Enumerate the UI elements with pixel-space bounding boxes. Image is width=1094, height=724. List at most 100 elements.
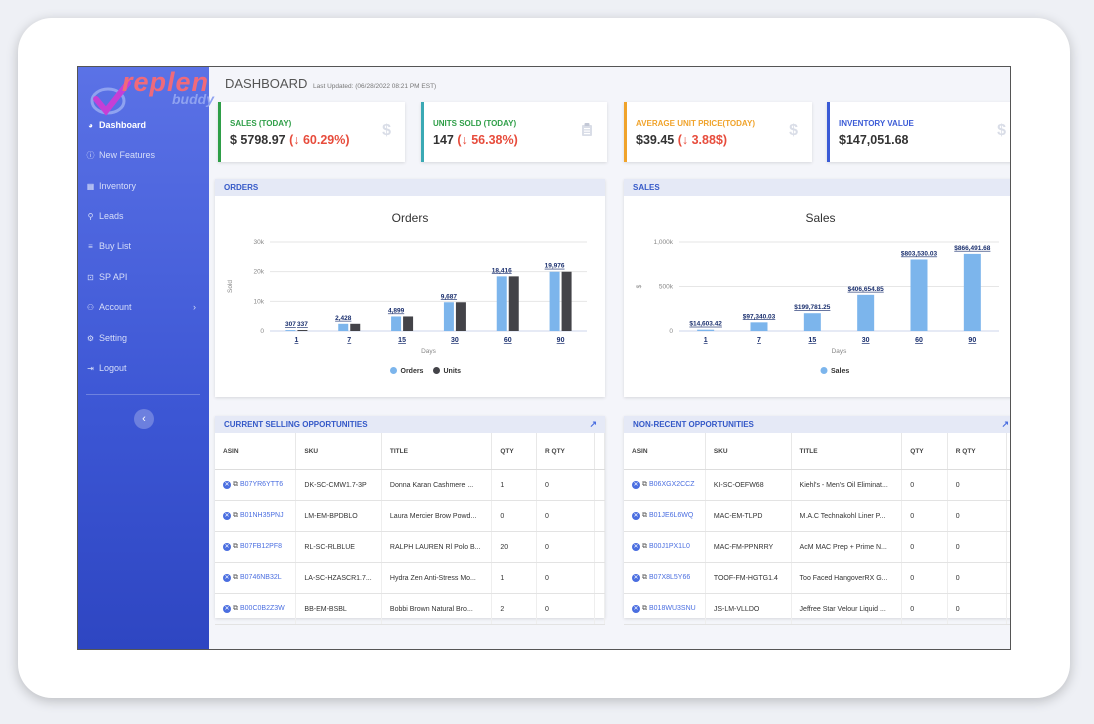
current-col-title[interactable]: TITLE xyxy=(381,433,493,470)
external-link-icon[interactable]: ↗ xyxy=(589,419,597,429)
table-row[interactable]: ✕ ⧉ B06XGX2CCZ KI-SC-OEFW68 Kiehl's - Men's … xyxy=(624,469,1010,501)
sidebar-item-logout[interactable]: ⇥ Logout xyxy=(86,357,206,379)
y-tick-label: 0 xyxy=(669,328,673,335)
qty-cell: 1 xyxy=(491,469,538,501)
orders-chart: Orders 0 10k 20k 30k Sold 1 307 337 7 2,428 15 4,899… xyxy=(227,211,587,375)
logo-subtext: buddy xyxy=(172,91,214,107)
legend-marker xyxy=(820,367,828,374)
kpi-change: (↓ 56.38%) xyxy=(457,133,518,147)
copy-icon[interactable]: ⧉ xyxy=(642,543,647,550)
asin-link[interactable]: B07YR6YTT6 xyxy=(240,481,284,488)
copy-icon[interactable]: ⧉ xyxy=(233,481,238,488)
asin-cell[interactable]: ✕ ⧉ B018WU3SNU xyxy=(624,593,706,625)
asin-cell[interactable]: ✕ ⧉ B00C0B2Z3W xyxy=(215,593,297,625)
copy-icon[interactable]: ⧉ xyxy=(642,605,647,612)
cart-icon: ≡ xyxy=(88,241,93,251)
chevron-right-icon: › xyxy=(193,302,196,312)
sidebar-item-inventory[interactable]: ▦ Inventory xyxy=(86,175,206,197)
asin-link[interactable]: B07FB12PF8 xyxy=(240,543,283,550)
copy-icon[interactable]: ⧉ xyxy=(642,481,647,488)
sku-cell: TOOF-FM-HGTG1.4 xyxy=(705,562,792,594)
remove-icon[interactable]: ✕ xyxy=(223,543,231,551)
x-axis-label: Days xyxy=(832,348,848,355)
table-row[interactable]: ✕ ⧉ B0746NB32L LA-SC-HZASCR1.7... Hydra Zen … xyxy=(215,562,605,594)
r-qty-cell: 0 xyxy=(536,500,595,532)
qty-cell: 0 xyxy=(901,531,948,563)
asin-cell[interactable]: ✕ ⧉ B00J1PX1L0 xyxy=(624,531,706,563)
kpi-value: $39.45 (↓ 3.88$) xyxy=(636,133,727,147)
sidebar-item-sp-api[interactable]: ⊡ SP API xyxy=(86,266,206,288)
nonrecent-col-qty[interactable]: QTY xyxy=(901,433,948,470)
non-recent-opportunities-table: ASIN SKU TITLE QTY R QTY ✕ ⧉ B06XGX2CCZ KI-SC-O… xyxy=(624,433,1010,625)
current-col-sku[interactable]: SKU xyxy=(295,433,382,470)
asin-cell[interactable]: ✕ ⧉ B06XGX2CCZ xyxy=(624,469,706,501)
asin-link[interactable]: B07X8L5Y66 xyxy=(649,574,691,581)
asin-cell[interactable]: ✕ ⧉ B07FB12PF8 xyxy=(215,531,297,563)
asin-link[interactable]: B01NH35PNJ xyxy=(240,512,284,519)
sidebar-item-new-features[interactable]: ⓘ New Features xyxy=(86,144,206,166)
remove-icon[interactable]: ✕ xyxy=(223,481,231,489)
asin-link[interactable]: B018WU3SNU xyxy=(649,605,696,612)
table-row[interactable]: ✕ ⧉ B07FB12PF8 RL-SC-RLBLUE RALPH LAUREN Rl … xyxy=(215,531,605,563)
table-row[interactable]: ✕ ⧉ B07YR6YTT6 DK-SC-CMW1.7-3P Donna Karan C… xyxy=(215,469,605,501)
asin-link[interactable]: B01JE6L6WQ xyxy=(649,512,694,519)
collapse-sidebar-button[interactable]: ‹ xyxy=(134,409,154,429)
asin-link[interactable]: B06XGX2CCZ xyxy=(649,481,695,488)
kpi-label: INVENTORY VALUE xyxy=(839,119,914,128)
table-row[interactable]: ✕ ⧉ B00J1PX1L0 MAC-FM-PPNRRY AcM MAC Prep + … xyxy=(624,531,1010,563)
asin-link[interactable]: B0746NB32L xyxy=(240,574,282,581)
table-row[interactable]: ✕ ⧉ B01NH35PNJ LM-EM-BPDBLO Laura Mercier Br… xyxy=(215,500,605,532)
kpi-units-sold-today: UNITS SOLD (TODAY) 147 (↓ 56.38%) xyxy=(421,102,607,162)
sidebar-item-leads[interactable]: ⚲ Leads xyxy=(86,205,206,227)
remove-icon[interactable]: ✕ xyxy=(632,512,640,520)
remove-icon[interactable]: ✕ xyxy=(223,605,231,613)
remove-icon[interactable]: ✕ xyxy=(632,574,640,582)
sidebar-item-buy-list[interactable]: ≡ Buy List xyxy=(86,235,206,257)
copy-icon[interactable]: ⧉ xyxy=(233,543,238,550)
qty-cell: 0 xyxy=(901,562,948,594)
spacer-cell xyxy=(594,562,605,594)
asin-cell[interactable]: ✕ ⧉ B07YR6YTT6 xyxy=(215,469,297,501)
remove-icon[interactable]: ✕ xyxy=(632,605,640,613)
nonrecent-col-asin[interactable]: ASIN xyxy=(624,433,706,470)
table-row[interactable]: ✕ ⧉ B01JE6L6WQ MAC-EM-TLPD M.A.C Technakohl … xyxy=(624,500,1010,532)
current-col-asin[interactable]: ASIN xyxy=(215,433,297,470)
copy-icon[interactable]: ⧉ xyxy=(642,574,647,581)
asin-cell[interactable]: ✕ ⧉ B0746NB32L xyxy=(215,562,297,594)
copy-icon[interactable]: ⧉ xyxy=(233,574,238,581)
sidebar-item-account[interactable]: ⚇ Account › xyxy=(86,296,206,318)
remove-icon[interactable]: ✕ xyxy=(223,512,231,520)
copy-icon[interactable]: ⧉ xyxy=(233,605,238,612)
table-row[interactable]: ✕ ⧉ B018WU3SNU JS-LM-VLLDO Jeffree Star Velo… xyxy=(624,593,1010,625)
page-title-text: DASHBOARD xyxy=(225,76,308,91)
asin-cell[interactable]: ✕ ⧉ B01NH35PNJ xyxy=(215,500,297,532)
kpi-amount: $ 5798.97 xyxy=(230,133,286,147)
nonrecent-col-title[interactable]: TITLE xyxy=(791,433,903,470)
table-row[interactable]: ✕ ⧉ B00C0B2Z3W BB-EM-BSBL Bobbi Brown Natura… xyxy=(215,593,605,625)
bar-units xyxy=(561,271,572,331)
x-axis-label: Days xyxy=(421,348,437,355)
remove-icon[interactable]: ✕ xyxy=(632,481,640,489)
copy-icon[interactable]: ⧉ xyxy=(233,512,238,519)
kpi-label: AVERAGE UNIT PRICE(TODAY) xyxy=(636,119,755,128)
copy-icon[interactable]: ⧉ xyxy=(642,512,647,519)
nonrecent-col-sku[interactable]: SKU xyxy=(705,433,792,470)
asin-link[interactable]: B00J1PX1L0 xyxy=(649,543,690,550)
current-col-r-qty[interactable]: R QTY xyxy=(536,433,595,470)
sidebar-item-dashboard[interactable]: ◕ Dashboard xyxy=(86,114,206,136)
remove-icon[interactable]: ✕ xyxy=(632,543,640,551)
sidebar-item-setting[interactable]: ⚙ Setting xyxy=(86,327,206,349)
remove-icon[interactable]: ✕ xyxy=(223,574,231,582)
logo-text: replen xyxy=(122,67,210,97)
asin-link[interactable]: B00C0B2Z3W xyxy=(240,605,285,612)
asin-cell[interactable]: ✕ ⧉ B07X8L5Y66 xyxy=(624,562,706,594)
table-row[interactable]: ✕ ⧉ B07X8L5Y66 TOOF-FM-HGTG1.4 Too Faced Han… xyxy=(624,562,1010,594)
x-tick-label: 7 xyxy=(757,337,761,344)
asin-cell[interactable]: ✕ ⧉ B01JE6L6WQ xyxy=(624,500,706,532)
qty-cell: 0 xyxy=(901,593,948,625)
current-col-qty[interactable]: QTY xyxy=(491,433,538,470)
nonrecent-col-r-qty[interactable]: R QTY xyxy=(947,433,1008,470)
brand-logo[interactable]: replen buddy xyxy=(86,67,214,117)
external-link-icon[interactable]: ↗ xyxy=(1001,419,1009,429)
lock-icon: ⊡ xyxy=(87,272,94,282)
